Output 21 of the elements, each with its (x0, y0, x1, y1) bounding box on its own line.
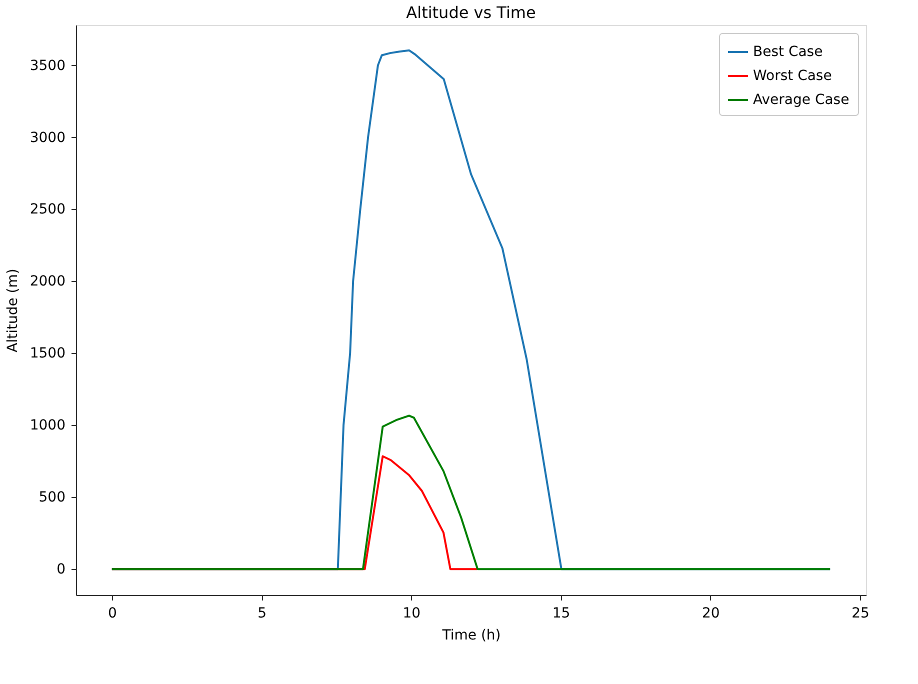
y-tick-label: 3500 (30, 58, 66, 74)
x-tick-label: 5 (258, 606, 266, 622)
x-tick-label: 25 (852, 606, 870, 622)
line-series (110, 414, 832, 570)
x-tick-label: 20 (702, 606, 720, 622)
y-tick-label: 500 (38, 490, 66, 506)
chart-title: Altitude vs Time (406, 3, 536, 22)
legend-label: Average Case (753, 92, 850, 108)
x-axis-title: Time (h) (441, 628, 501, 644)
y-axis-title: Altitude (m) (4, 268, 21, 352)
y-tick-label: 2000 (30, 274, 66, 290)
y-tick-label: 1000 (30, 418, 66, 434)
legend-label: Best Case (753, 44, 823, 60)
y-tick-label: 2500 (30, 202, 66, 218)
y-tick-label: 0 (56, 562, 66, 578)
x-tick-label: 15 (552, 606, 570, 622)
x-tick-label: 10 (402, 606, 421, 622)
x-tick-label: 0 (108, 606, 117, 622)
y-tick-label: 1500 (30, 346, 66, 362)
legend-label: Worst Case (753, 68, 832, 84)
y-tick-label: 3000 (30, 130, 66, 146)
